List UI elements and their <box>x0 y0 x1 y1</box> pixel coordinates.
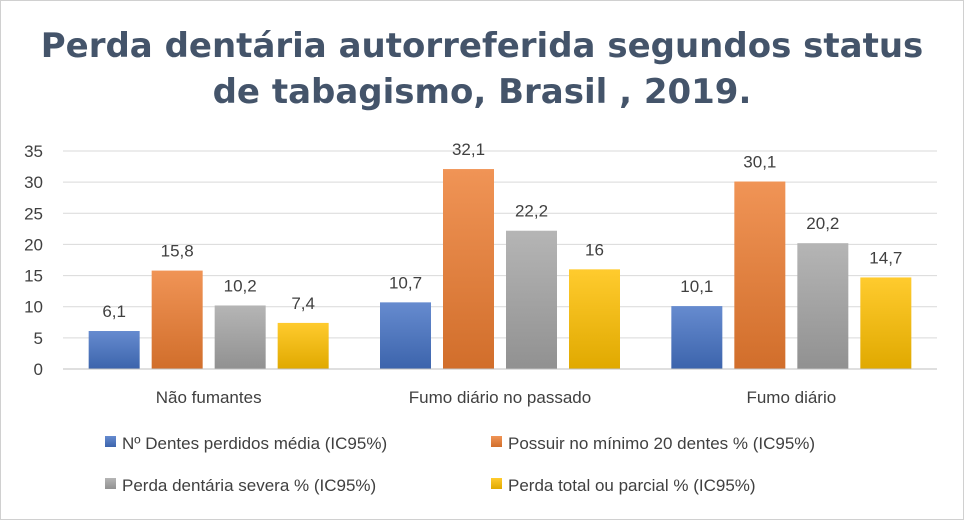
y-tick-label: 0 <box>34 360 43 379</box>
bar <box>151 270 203 369</box>
data-label: 7,4 <box>291 294 315 313</box>
bar <box>443 169 494 369</box>
data-label: 10,1 <box>680 277 713 296</box>
x-category-label: Fumo diário no passado <box>409 388 591 407</box>
y-tick-label: 5 <box>34 329 43 348</box>
bar <box>380 302 431 369</box>
legend-label: Nº Dentes perdidos média (IC95%) <box>122 434 387 453</box>
data-label: 16 <box>585 240 604 259</box>
data-label: 6,1 <box>102 302 126 321</box>
y-tick-label: 10 <box>24 298 43 317</box>
bar <box>797 243 849 369</box>
y-tick-label: 35 <box>24 142 43 161</box>
data-label: 32,1 <box>452 140 485 159</box>
bar <box>734 181 786 369</box>
bar <box>860 277 912 369</box>
bars <box>88 169 912 369</box>
y-tick-label: 25 <box>24 204 43 223</box>
legend-label: Perda total ou parcial % (IC95%) <box>508 476 756 495</box>
bar <box>671 306 723 369</box>
data-label: 15,8 <box>161 242 194 261</box>
data-labels: 6,1 15,8 10,2 7,4 10,7 32,1 22,2 16 10,1 30,1 20,2… <box>102 140 902 321</box>
legend-swatch <box>491 436 502 447</box>
legend: Nº Dentes perdidos média (IC95%) Possuir … <box>105 434 815 495</box>
legend-swatch <box>105 436 116 447</box>
bar <box>214 305 266 369</box>
y-tick-label: 30 <box>24 173 43 192</box>
legend-swatch <box>491 478 502 489</box>
legend-swatch <box>105 478 116 489</box>
y-tick-label: 20 <box>24 235 43 254</box>
axes: 0 5 10 15 20 25 30 35 Não fumantes Fumo diário no… <box>24 142 937 407</box>
bar <box>569 269 620 369</box>
data-label: 10,2 <box>224 276 257 295</box>
chart-title: Perda dentária autorreferida segundos st… <box>40 26 924 112</box>
x-category-label: Fumo diário <box>746 388 836 407</box>
bar <box>506 230 557 369</box>
data-label: 30,1 <box>743 153 776 172</box>
bar <box>88 331 140 369</box>
data-label: 22,2 <box>515 202 548 221</box>
legend-label: Perda dentária severa % (IC95%) <box>122 476 376 495</box>
bar <box>277 322 329 369</box>
data-label: 20,2 <box>806 214 839 233</box>
data-label: 10,7 <box>389 273 422 292</box>
y-tick-label: 15 <box>24 267 43 286</box>
x-category-label: Não fumantes <box>156 388 262 407</box>
data-label: 14,7 <box>869 248 902 267</box>
legend-label: Possuir no mínimo 20 dentes % (IC95%) <box>508 434 815 453</box>
